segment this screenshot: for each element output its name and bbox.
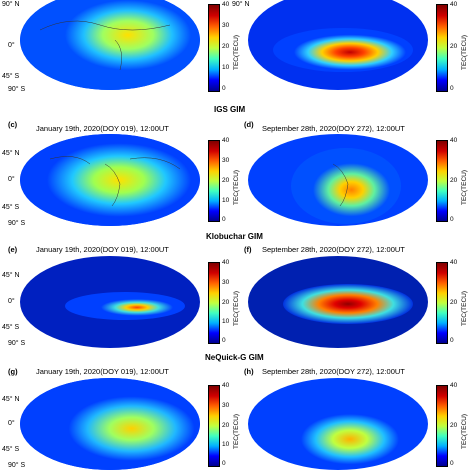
cbar-tick-d-20: 20	[450, 177, 458, 184]
tec-map-d	[248, 134, 428, 226]
cbar-tick-b-0: 0	[450, 85, 454, 92]
cbar-tick-f-20: 20	[450, 299, 458, 306]
map-panel-a	[20, 0, 200, 92]
cbar-tick-g-20: 20	[222, 422, 230, 429]
map-panel-d	[248, 134, 428, 226]
cbar-tick-f-40: 40	[450, 259, 458, 266]
cbar-tick-b-40: 40	[450, 1, 458, 8]
tec-map-h	[248, 378, 428, 470]
cbar-tick-a-20: 20	[222, 43, 230, 50]
cbar-label-h: TEC(TECU)	[461, 413, 468, 449]
map-panel-g	[20, 378, 200, 470]
cbar-tick-a-10: 10	[222, 64, 230, 71]
lat-0-a: 0°	[8, 42, 15, 49]
lat-45n-e: 45° N	[2, 272, 20, 279]
tec-map-e	[20, 256, 200, 348]
tec-map-c	[20, 134, 200, 226]
tec-map-f	[248, 256, 428, 348]
cbar-label-f: TEC(TECU)	[461, 290, 468, 326]
lat-45n-g: 45° N	[2, 396, 20, 403]
lat-45s-g: 45° S	[2, 446, 20, 453]
cbar-tick-e-10: 10	[222, 318, 230, 325]
panel-title-c: January 19th, 2020(DOY 019), 12:00UT	[36, 124, 169, 133]
panel-letter-h: (h)	[244, 367, 254, 376]
lat-90s-g: 90° S	[8, 462, 26, 469]
lat-45n-c: 45° N	[2, 150, 20, 157]
lat-0-e: 0°	[8, 298, 15, 305]
tec-map-a	[20, 0, 200, 90]
section-title-klobuchar: Klobuchar GIM	[206, 232, 263, 241]
cbar-tick-g-30: 30	[222, 402, 230, 409]
panel-title-h: September 28th, 2020(DOY 272), 12:00UT	[262, 367, 405, 376]
map-panel-f	[248, 256, 428, 348]
panel-letter-f: (f)	[244, 245, 252, 254]
section-title-nequick: NeQuick-G GIM	[205, 353, 264, 362]
lat-45s-c: 45° S	[2, 204, 20, 211]
cbar-tick-c-0: 0	[222, 216, 226, 223]
lat-90s-e: 90° S	[8, 340, 26, 347]
cbar-tick-c-10: 10	[222, 197, 230, 204]
cbar-tick-g-40: 40	[222, 382, 230, 389]
map-panel-h	[248, 378, 428, 470]
cbar-tick-h-40: 40	[450, 382, 458, 389]
cbar-label-a: TEC(TECU)	[233, 34, 240, 70]
lat-0-c: 0°	[8, 176, 15, 183]
colorbar-a	[208, 4, 220, 92]
cbar-tick-c-30: 30	[222, 157, 230, 164]
lat-90n-a: 90° N	[2, 1, 20, 8]
cbar-label-b: TEC(TECU)	[461, 34, 468, 70]
cbar-tick-e-0: 0	[222, 337, 226, 344]
lat-0-g: 0°	[8, 420, 15, 427]
cbar-tick-e-30: 30	[222, 279, 230, 286]
cbar-tick-b-20: 20	[450, 43, 458, 50]
cbar-tick-d-0: 0	[450, 216, 454, 223]
panel-letter-g: (g)	[8, 367, 18, 376]
cbar-label-d: TEC(TECU)	[461, 169, 468, 205]
lat-90s-c: 90° S	[8, 220, 26, 227]
cbar-tick-d-40: 40	[450, 137, 458, 144]
map-panel-b	[248, 0, 428, 92]
panel-title-d: September 28th, 2020(DOY 272), 12:00UT	[262, 124, 405, 133]
tec-map-g	[20, 378, 200, 470]
panel-letter-c: (c)	[8, 120, 18, 129]
colorbar-h	[436, 385, 448, 467]
cbar-tick-c-40: 40	[222, 137, 230, 144]
cbar-tick-h-0: 0	[450, 460, 454, 467]
colorbar-c	[208, 140, 220, 222]
cbar-tick-f-0: 0	[450, 337, 454, 344]
panel-letter-d: (d)	[244, 120, 254, 129]
colorbar-b	[436, 4, 448, 92]
cbar-tick-e-20: 20	[222, 299, 230, 306]
colorbar-g	[208, 385, 220, 467]
panel-title-e: January 19th, 2020(DOY 019), 12:00UT	[36, 245, 169, 254]
lat-45s-a: 45° S	[2, 73, 20, 80]
cbar-tick-h-20: 20	[450, 422, 458, 429]
cbar-tick-g-0: 0	[222, 460, 226, 467]
map-panel-e	[20, 256, 200, 348]
cbar-label-c: TEC(TECU)	[233, 169, 240, 205]
lat-90s-a: 90° S	[8, 86, 26, 93]
lat-45s-e: 45° S	[2, 324, 20, 331]
colorbar-f	[436, 262, 448, 344]
cbar-tick-e-40: 40	[222, 259, 230, 266]
panel-title-f: September 28th, 2020(DOY 272), 12:00UT	[262, 245, 405, 254]
colorbar-e	[208, 262, 220, 344]
colorbar-d	[436, 140, 448, 222]
cbar-tick-a-0: 0	[222, 85, 226, 92]
map-panel-c	[20, 134, 200, 226]
cbar-tick-a-30: 30	[222, 22, 230, 29]
tec-map-b	[248, 0, 428, 90]
cbar-tick-g-10: 10	[222, 441, 230, 448]
section-title-igs: IGS GIM	[214, 105, 246, 114]
cbar-tick-c-20: 20	[222, 177, 230, 184]
lat-90n-b: 90° N	[232, 1, 250, 8]
cbar-tick-a-40: 40	[222, 1, 230, 8]
panel-letter-e: (e)	[8, 245, 18, 254]
cbar-label-g: TEC(TECU)	[233, 413, 240, 449]
cbar-label-e: TEC(TECU)	[233, 290, 240, 326]
panel-title-g: January 19th, 2020(DOY 019), 12:00UT	[36, 367, 169, 376]
